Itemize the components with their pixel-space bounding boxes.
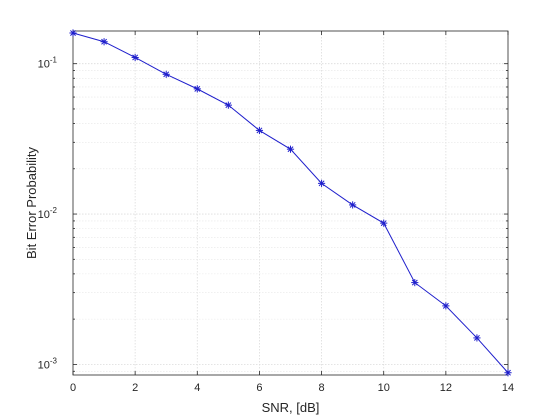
axes-box xyxy=(72,30,509,376)
marker-stroke xyxy=(70,30,76,36)
x-tick-label: 6 xyxy=(256,382,262,394)
data-point-marker xyxy=(100,38,108,46)
data-point-marker xyxy=(162,70,170,78)
series-line xyxy=(72,32,509,374)
marker-stroke xyxy=(256,127,263,134)
y-tick-label: 10-2 xyxy=(38,206,58,221)
marker-stroke xyxy=(132,54,139,61)
data-point-marker xyxy=(69,29,77,37)
series xyxy=(69,29,512,377)
grid xyxy=(73,31,508,375)
x-tick-label: 0 xyxy=(70,382,76,394)
data-point-marker xyxy=(317,179,326,187)
x-tick-label: 8 xyxy=(319,382,325,394)
x-tick-label: 10 xyxy=(378,382,390,394)
data-point-marker xyxy=(255,126,264,135)
marker-stroke xyxy=(380,220,387,227)
data-point-marker xyxy=(380,219,388,227)
data-point-marker xyxy=(442,302,450,310)
data-point-marker xyxy=(504,369,512,377)
marker-stroke xyxy=(505,369,511,376)
marker-stroke xyxy=(101,38,108,45)
marker-stroke xyxy=(318,180,325,187)
marker-stroke xyxy=(473,334,480,341)
marker-stroke xyxy=(225,102,232,109)
marker-stroke xyxy=(287,146,294,153)
data-point-marker xyxy=(131,53,139,62)
x-tick-label: 14 xyxy=(502,382,514,394)
data-point-marker xyxy=(224,101,232,109)
x-tick-label: 12 xyxy=(440,382,452,394)
data-point-marker xyxy=(286,145,295,153)
data-point-marker xyxy=(193,85,201,93)
y-tick-label: 10-1 xyxy=(38,56,58,71)
axis-ticks: 0 2 4 6 8 10 12 14 10-1 10-2 10-3 xyxy=(38,31,514,394)
y-axis-label: Bit Error Probability xyxy=(24,147,39,259)
marker-stroke xyxy=(163,71,170,78)
data-point-marker xyxy=(349,201,357,209)
marker-stroke xyxy=(349,201,356,208)
x-tick-label: 4 xyxy=(194,382,200,394)
x-tick-label: 2 xyxy=(132,382,138,394)
data-point-marker xyxy=(473,334,481,342)
data-point-marker xyxy=(411,278,419,287)
marker-stroke xyxy=(194,85,201,92)
marker-stroke xyxy=(442,302,449,309)
marker-stroke xyxy=(411,279,418,286)
x-axis-label: SNR, [dB] xyxy=(262,400,320,415)
y-tick-label: 10-3 xyxy=(38,356,58,371)
